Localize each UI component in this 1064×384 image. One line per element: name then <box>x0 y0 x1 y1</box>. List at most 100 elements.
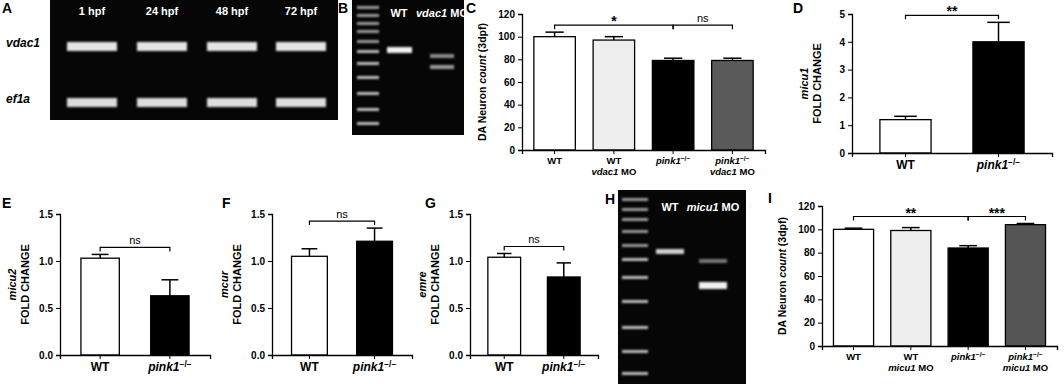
y-tick-mark <box>466 355 470 356</box>
x-tick-mark <box>853 346 854 350</box>
y-tick-label: 20 <box>804 317 816 328</box>
y-tick: 0.5 <box>39 303 60 314</box>
ladder-band <box>622 350 648 353</box>
significance-label: *** <box>989 205 1006 221</box>
gel-background <box>618 190 746 384</box>
y-tick-mark <box>818 299 822 300</box>
ladder-band <box>357 40 379 43</box>
ladder-band <box>357 6 379 9</box>
y-axis: 0.00.51.01.5 <box>39 209 60 361</box>
error-bar <box>367 228 383 241</box>
y-tick-mark <box>56 214 60 215</box>
x-axis: WTWTvdac1 MOpink1−/−pink1−/−vdac1 MO <box>523 150 766 177</box>
lane-label: micu1 MO <box>687 201 740 213</box>
y-tick-mark <box>518 59 522 60</box>
y-tick-mark <box>848 42 852 43</box>
panel-label: I <box>768 190 772 206</box>
panel-label: G <box>425 195 436 211</box>
bar <box>547 277 580 355</box>
ladder-band <box>622 326 648 329</box>
error-bar-cap <box>161 279 178 281</box>
y-tick-label: 40 <box>804 294 816 305</box>
ladder-band <box>622 208 648 211</box>
x-axis: WT pink1−/− <box>853 153 1053 172</box>
y-tick: 0.5 <box>251 303 272 314</box>
x-tick-label: WT <box>495 360 514 374</box>
error-bar <box>664 58 682 60</box>
x-axis-line <box>523 151 766 155</box>
bar <box>880 120 931 153</box>
y-tick-label: 100 <box>498 31 515 42</box>
panel-label: D <box>793 0 803 16</box>
x-tick-mark <box>554 150 555 154</box>
x-tick: WT <box>495 355 514 374</box>
y-tick-mark <box>518 105 522 106</box>
x-tick: WT <box>846 346 861 362</box>
x-tick: WTvdac1 MO <box>591 150 636 177</box>
y-axis-line <box>518 15 523 151</box>
ladder-band <box>622 198 648 201</box>
y-tick-mark <box>818 253 822 254</box>
error-bar <box>894 116 917 119</box>
x-tick: WT <box>896 153 915 172</box>
y-tick-label: 0 <box>839 148 845 159</box>
error-bar-cap <box>92 254 109 256</box>
error-bar <box>1017 224 1035 225</box>
error-bar <box>902 228 920 231</box>
y-tick-label: 40 <box>504 99 516 110</box>
y-tick-label: 2 <box>839 92 845 103</box>
plot-marks <box>534 32 753 150</box>
x-axis: WT pink1−/− <box>471 355 599 374</box>
y-tick-mark <box>268 308 272 309</box>
x-tick: pink1−/− <box>976 153 1021 172</box>
y-tick-label: 0.5 <box>39 303 53 314</box>
y-tick: 0 <box>509 145 522 156</box>
ladder-band <box>622 276 648 279</box>
error-bar-cap <box>545 31 563 33</box>
y-tick: 80 <box>804 247 822 258</box>
y-axis-line <box>268 215 273 356</box>
error-bar-cap <box>987 22 1010 24</box>
y-tick: 2 <box>839 92 852 103</box>
gel-panel: A1 hpf24 hpf48 hpf72 hpfvdac1ef1a <box>2 0 338 120</box>
panel-label: F <box>222 195 231 211</box>
bar-chart: G0.00.51.01.5WTpink1−/−emreFOLD CHANGEns <box>416 195 599 374</box>
ladder-band <box>357 30 379 33</box>
x-tick: pink1−/− <box>655 150 691 166</box>
gel-background <box>50 0 338 120</box>
ladder-band <box>357 50 379 53</box>
x-tick-label: pink1−/− <box>976 157 1021 172</box>
error-bar-cap <box>605 36 623 38</box>
significance-label: ns <box>336 208 348 220</box>
x-tick-label: pink1−/− <box>541 359 586 374</box>
gel-band <box>430 54 454 58</box>
x-axis-line <box>823 347 1058 351</box>
panel-label: C <box>466 0 476 16</box>
y-tick-mark <box>848 153 852 154</box>
gel-band <box>67 42 117 51</box>
y-tick: 1 <box>839 120 852 131</box>
x-tick-mark <box>309 355 310 359</box>
ladder-band <box>357 122 379 125</box>
x-tick-mark <box>1025 346 1026 350</box>
error-bar <box>302 249 318 257</box>
significance-label: ns <box>697 12 709 24</box>
gel-band <box>387 47 412 53</box>
ladder-band <box>622 218 648 221</box>
y-axis: 020406080100120 <box>498 9 522 156</box>
x-tick-label: pink1−/− <box>655 155 691 166</box>
gel-band <box>656 249 684 254</box>
ladder-band <box>357 62 379 65</box>
error-bar-cap <box>1017 223 1035 225</box>
y-tick-label: 80 <box>804 247 816 258</box>
bar-chart: E0.00.51.01.5WTpink1−/−micu2FOLD CHANGEn… <box>2 195 211 374</box>
y-tick-label: 0.0 <box>39 350 53 361</box>
y-tick-mark <box>848 97 852 98</box>
y-tick: 1.5 <box>449 209 470 220</box>
y-tick-mark <box>466 261 470 262</box>
x-tick-label: WT <box>846 351 861 362</box>
x-tick: WT <box>91 355 110 374</box>
y-tick-label: 3 <box>839 64 845 75</box>
y-tick-mark <box>518 127 522 128</box>
bar <box>534 37 575 150</box>
